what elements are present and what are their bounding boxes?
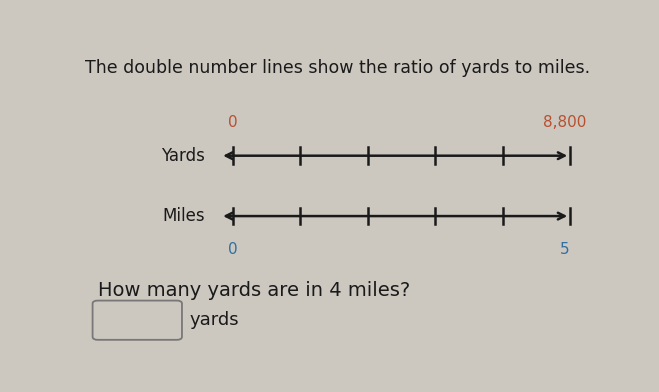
Text: yards: yards bbox=[190, 311, 239, 329]
Text: 0: 0 bbox=[228, 242, 238, 257]
Text: The double number lines show the ratio of yards to miles.: The double number lines show the ratio o… bbox=[85, 59, 590, 77]
Text: 0: 0 bbox=[228, 115, 238, 130]
Text: Yards: Yards bbox=[161, 147, 205, 165]
FancyBboxPatch shape bbox=[92, 301, 182, 340]
Text: Miles: Miles bbox=[162, 207, 205, 225]
Text: 5: 5 bbox=[560, 242, 570, 257]
Text: How many yards are in 4 miles?: How many yards are in 4 miles? bbox=[98, 281, 410, 299]
Text: 8,800: 8,800 bbox=[543, 115, 587, 130]
